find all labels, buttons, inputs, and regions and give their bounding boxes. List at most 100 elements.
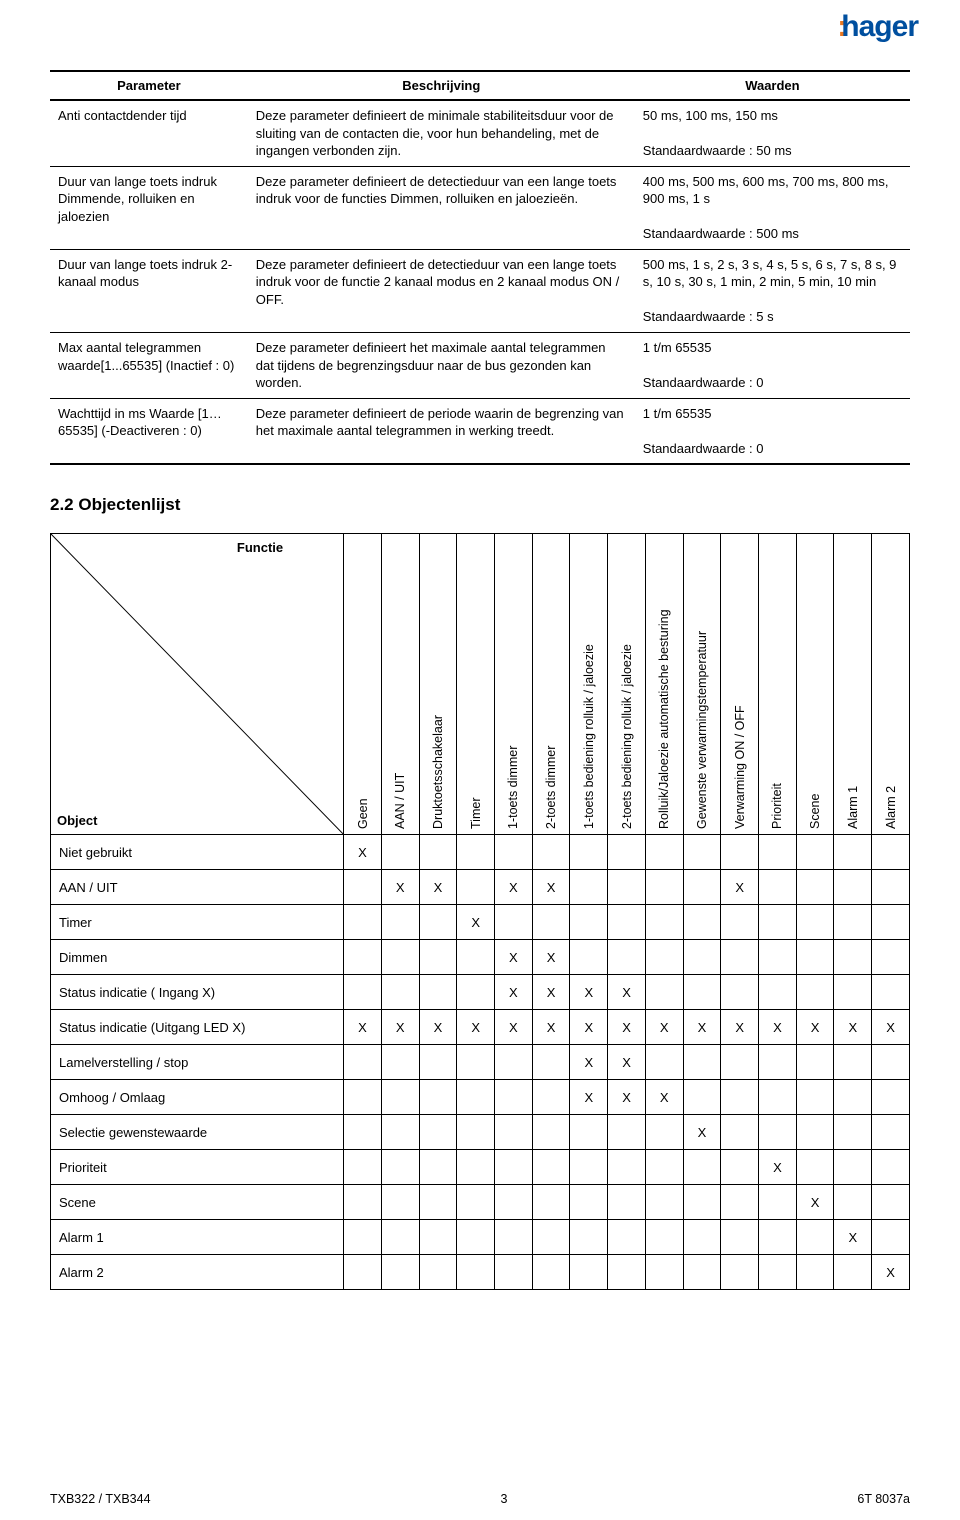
page-footer: TXB322 / TXB344 3 6T 8037a [50,1492,910,1506]
matrix-row: Lamelverstelling / stopXX [51,1045,910,1080]
matrix-cell [721,1220,759,1255]
param-cell: Duur van lange toets indruk Dimmende, ro… [50,166,248,249]
matrix-cell: X [872,1010,910,1045]
matrix-row: Alarm 2X [51,1255,910,1290]
matrix-col-header: Gewenste verwarmingstemperatuur [683,534,721,835]
matrix-cell: X [872,1255,910,1290]
matrix-row: Status indicatie (Uitgang LED X)XXXXXXXX… [51,1010,910,1045]
matrix-cell [419,940,457,975]
matrix-cell [344,940,382,975]
matrix-row-label: Omhoog / Omlaag [51,1080,344,1115]
matrix-cell: X [683,1010,721,1045]
matrix-cell [721,1150,759,1185]
matrix-col-header: 2-toets dimmer [532,534,570,835]
matrix-cell [872,1220,910,1255]
matrix-cell [759,975,797,1010]
matrix-cell [419,975,457,1010]
matrix-cell [645,1255,683,1290]
matrix-cell: X [419,1010,457,1045]
matrix-cell [381,1255,419,1290]
matrix-cell [683,835,721,870]
matrix-cell [683,1080,721,1115]
matrix-cell [759,1115,797,1150]
matrix-cell: X [834,1220,872,1255]
matrix-cell [796,1150,834,1185]
matrix-cell [570,1255,608,1290]
matrix-col-label: Gewenste verwarmingstemperatuur [695,809,709,833]
matrix-row-label: Dimmen [51,940,344,975]
matrix-cell [344,1045,382,1080]
matrix-cell: X [381,870,419,905]
matrix-cell: X [796,1010,834,1045]
matrix-cell [495,835,533,870]
matrix-cell [645,1220,683,1255]
matrix-cell [834,870,872,905]
matrix-cell [834,1115,872,1150]
matrix-cell [721,940,759,975]
matrix-cell: X [759,1150,797,1185]
matrix-cell: X [457,1010,495,1045]
logo-text: hager [841,10,918,43]
matrix-cell [344,1220,382,1255]
matrix-cell [759,870,797,905]
matrix-cell [457,1080,495,1115]
matrix-cell [495,1150,533,1185]
parameter-table: Parameter Beschrijving Waarden Anti cont… [50,70,910,465]
header-parameter: Parameter [50,71,248,100]
matrix-cell [872,975,910,1010]
matrix-cell [457,1115,495,1150]
matrix-row-label: Alarm 1 [51,1220,344,1255]
section-heading-objectenlijst: 2.2 Objectenlijst [50,495,910,515]
matrix-cell [834,905,872,940]
matrix-cell [683,1185,721,1220]
matrix-row: Alarm 1 X [51,1220,910,1255]
matrix-cell [344,1115,382,1150]
matrix-row-label: Niet gebruikt [51,835,344,870]
matrix-cell: X [495,870,533,905]
matrix-cell [796,1220,834,1255]
matrix-col-header: Druktoetsschakelaar [419,534,457,835]
matrix-row: AAN / UITXXXXX [51,870,910,905]
matrix-cell [457,1220,495,1255]
parameter-table-header-row: Parameter Beschrijving Waarden [50,71,910,100]
matrix-cell [608,835,646,870]
matrix-cell [344,1080,382,1115]
matrix-cell [570,835,608,870]
matrix-row: Status indicatie ( Ingang X)XXXX [51,975,910,1010]
matrix-row-label: Scene [51,1185,344,1220]
matrix-cell [532,1150,570,1185]
matrix-cell [570,1115,608,1150]
matrix-cell [457,975,495,1010]
matrix-row-label: AAN / UIT [51,870,344,905]
matrix-col-label: Alarm 2 [884,809,898,833]
matrix-cell: X [457,905,495,940]
matrix-col-label: Verwarming ON / OFF [733,809,747,833]
desc-cell: Deze parameter definieert de minimale st… [248,100,635,166]
matrix-cell [419,1185,457,1220]
matrix-cell [457,870,495,905]
matrix-diagonal-header: Functie Object [51,534,344,835]
matrix-cell [344,1255,382,1290]
matrix-cell [608,1150,646,1185]
matrix-cell [532,1115,570,1150]
matrix-cell [834,1255,872,1290]
matrix-col-header: Alarm 1 [834,534,872,835]
matrix-cell [721,1045,759,1080]
matrix-cell [608,940,646,975]
matrix-cell [381,1220,419,1255]
values-cell: 400 ms, 500 ms, 600 ms, 700 ms, 800 ms, … [635,166,910,249]
matrix-cell: X [344,1010,382,1045]
matrix-col-header: Timer [457,534,495,835]
parameter-row: Max aantal telegrammen waarde[1...65535]… [50,333,910,399]
matrix-cell [796,870,834,905]
matrix-cell [759,905,797,940]
matrix-cell [457,1045,495,1080]
matrix-col-label: Geen [356,809,370,833]
matrix-cell: X [570,1045,608,1080]
matrix-cell [570,940,608,975]
matrix-row: SceneX [51,1185,910,1220]
matrix-cell: X [683,1115,721,1150]
matrix-col-header: AAN / UIT [381,534,419,835]
matrix-row-label: Timer [51,905,344,940]
brand-logo: :hager [837,10,918,44]
